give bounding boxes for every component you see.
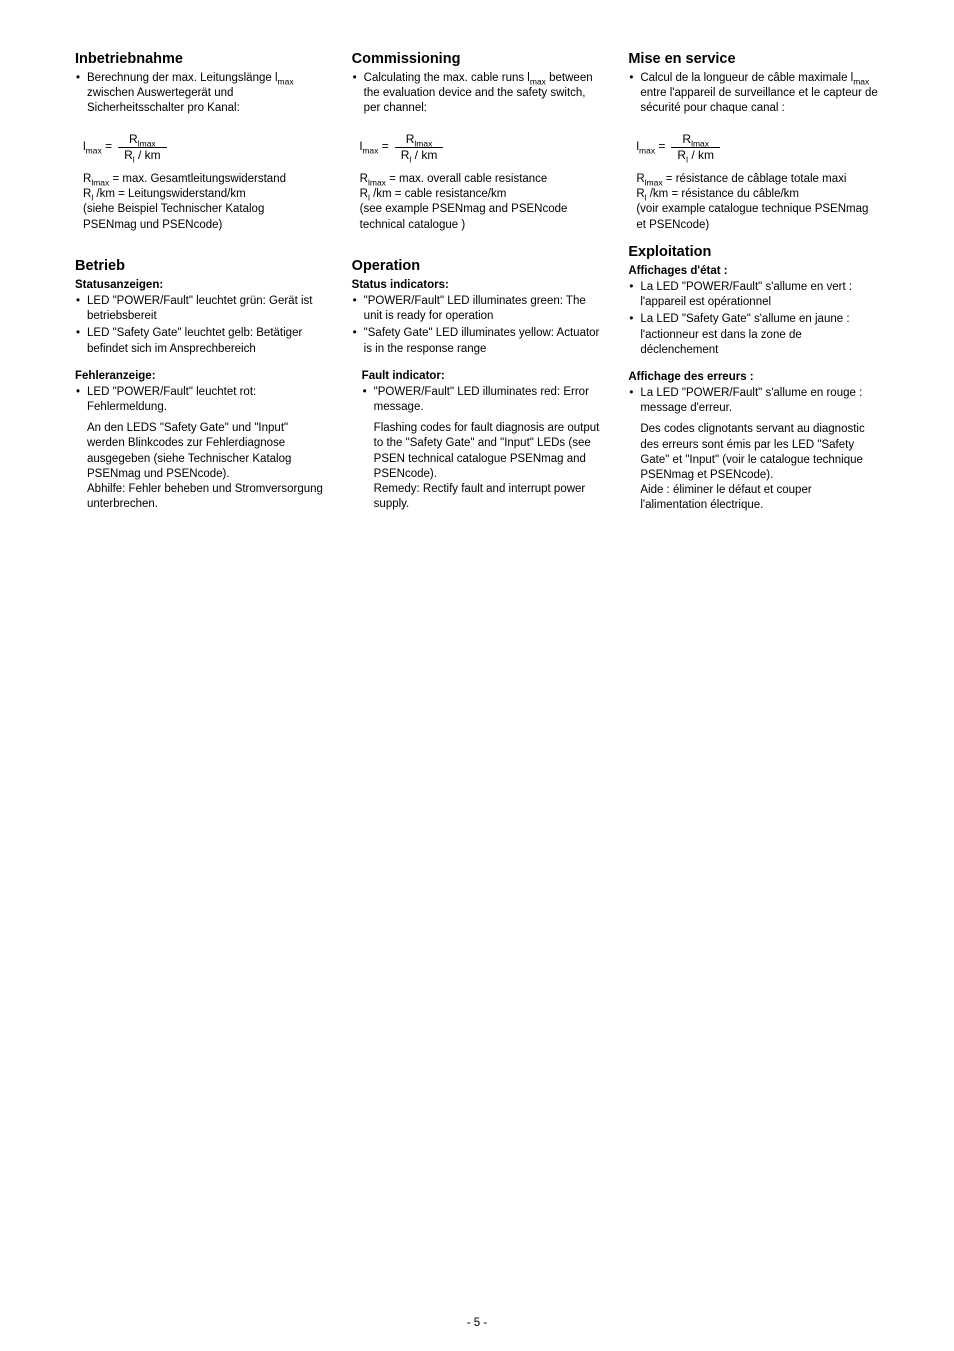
list-item: Calcul de la longueur de câble maximale …: [628, 71, 879, 117]
definitions-de: Rlmax = max. Gesamtleitungswiderstand Rl…: [83, 172, 318, 233]
column-french: Mise en service Calcul de la longueur de…: [628, 50, 879, 513]
list-status-de: LED "POWER/Fault" leuchtet grün: Gerät i…: [75, 294, 326, 357]
fault-p2: Abhilfe: Fehler beheben und Stromversorg…: [87, 482, 326, 512]
def-r: R: [636, 173, 644, 185]
formula-fr: lmax = Rlmax Rl / km: [628, 123, 879, 170]
def-sub: lmax: [645, 177, 663, 187]
list-status-fr: La LED "POWER/Fault" s'allume en vert : …: [628, 280, 879, 358]
def-r: R: [360, 188, 368, 200]
column-english: Commissioning Calculating the max. cable…: [352, 50, 603, 513]
f-sub: max: [639, 146, 655, 156]
list-item: Berechnung der max. Leitungslänge lmax z…: [75, 71, 326, 117]
fault-detail-fr: Des codes clignotants servant au diagnos…: [628, 422, 879, 513]
list-fault-de: LED "POWER/Fault" leuchtet rot: Fehlerme…: [75, 385, 326, 415]
list-item: "Safety Gate" LED illuminates yellow: Ac…: [352, 326, 603, 356]
f-sub: max: [86, 146, 102, 156]
subscript: max: [530, 76, 546, 86]
subheading-fault-de: Fehleranzeige:: [75, 369, 326, 384]
subscript: max: [278, 76, 294, 86]
page: Inbetriebnahme Berechnung der max. Leitu…: [0, 0, 954, 1351]
f-den-rest: / km: [411, 148, 437, 162]
heading-inbetriebnahme: Inbetriebnahme: [75, 50, 326, 69]
def-sub: lmax: [368, 177, 386, 187]
list-item: LED "POWER/Fault" leuchtet rot: Fehlerme…: [75, 385, 326, 415]
f-den-rest: / km: [135, 148, 161, 162]
list-item: LED "POWER/Fault" leuchtet grün: Gerät i…: [75, 294, 326, 324]
def-rest: /km = Leitungswiderstand/km: [93, 188, 245, 200]
heading-operation: Operation: [352, 257, 603, 276]
subheading-fault-fr: Affichage des erreurs :: [628, 370, 879, 385]
bullet-text: Calculating the max. cable runs l: [364, 72, 530, 84]
heading-exploitation: Exploitation: [628, 243, 879, 262]
f-den-r: R: [677, 148, 686, 162]
fault-p1: An den LEDS "Safety Gate" und "Input" we…: [87, 421, 326, 482]
bullet-text-cont: entre l'appareil de surveillance et le c…: [640, 87, 877, 114]
subheading-status-de: Statusanzeigen:: [75, 278, 326, 293]
subheading-status-en: Status indicators:: [352, 278, 603, 293]
def-r: R: [360, 173, 368, 185]
fault-section-en: Fault indicator: "POWER/Fault" LED illum…: [352, 369, 603, 513]
def-note: (siehe Beispiel Technischer Katalog PSEN…: [83, 202, 318, 232]
page-number: - 5 -: [0, 1317, 954, 1329]
formula-en: lmax = Rlmax Rl / km: [352, 123, 603, 170]
def-rest: /km = résistance du câble/km: [647, 188, 799, 200]
subheading-status-fr: Affichages d'état :: [628, 264, 879, 279]
f-den-r: R: [124, 148, 133, 162]
list-item: La LED "POWER/Fault" s'allume en rouge :…: [628, 386, 879, 416]
columns-container: Inbetriebnahme Berechnung der max. Leitu…: [75, 50, 879, 513]
def-r: R: [636, 188, 644, 200]
list-item: "POWER/Fault" LED illuminates green: The…: [352, 294, 603, 324]
list-cable-calc-fr: Calcul de la longueur de câble maximale …: [628, 71, 879, 117]
bullet-text-cont: zwischen Auswertegerät und Sicherheitssc…: [87, 87, 240, 114]
list-cable-calc-de: Berechnung der max. Leitungslänge lmax z…: [75, 71, 326, 117]
fault-p1: Flashing codes for fault diagnosis are o…: [374, 421, 603, 482]
list-item: LED "Safety Gate" leuchtet gelb: Betätig…: [75, 326, 326, 356]
list-fault-en: "POWER/Fault" LED illuminates red: Error…: [362, 385, 603, 415]
bullet-text: Calcul de la longueur de câble maximale …: [640, 72, 853, 84]
f-eq: =: [655, 139, 665, 153]
fault-detail-de: An den LEDS "Safety Gate" und "Input" we…: [75, 421, 326, 512]
bullet-text: Berechnung der max. Leitungslänge l: [87, 72, 278, 84]
def-rest: /km = cable resistance/km: [370, 188, 506, 200]
def-note: (see example PSENmag and PSENcode techni…: [360, 202, 595, 232]
f-eq: =: [102, 139, 112, 153]
f-num-r: R: [682, 132, 691, 146]
def-rest: = max. overall cable resistance: [386, 173, 547, 185]
formula-de: lmax = Rlmax Rl / km: [75, 123, 326, 170]
list-status-en: "POWER/Fault" LED illuminates green: The…: [352, 294, 603, 357]
subheading-fault-en: Fault indicator:: [362, 369, 603, 384]
heading-mise-en-service: Mise en service: [628, 50, 879, 69]
list-item: La LED "POWER/Fault" s'allume en vert : …: [628, 280, 879, 310]
f-num-r: R: [129, 132, 138, 146]
f-den-rest: / km: [688, 148, 714, 162]
list-item: Calculating the max. cable runs lmax bet…: [352, 71, 603, 117]
fault-p2: Aide : éliminer le défaut et couper l'al…: [640, 483, 879, 513]
fault-p2: Remedy: Rectify fault and interrupt powe…: [374, 482, 603, 512]
heading-betrieb: Betrieb: [75, 257, 326, 276]
def-rest: = max. Gesamtleitungswiderstand: [109, 173, 286, 185]
column-german: Inbetriebnahme Berechnung der max. Leitu…: [75, 50, 326, 513]
f-eq: =: [378, 139, 388, 153]
def-rest: = résistance de câblage totale maxi: [663, 173, 847, 185]
definitions-fr: Rlmax = résistance de câblage totale max…: [636, 172, 871, 233]
def-sub: lmax: [91, 177, 109, 187]
f-sub: max: [362, 146, 378, 156]
list-cable-calc-en: Calculating the max. cable runs lmax bet…: [352, 71, 603, 117]
fault-p1: Des codes clignotants servant au diagnos…: [640, 422, 879, 483]
def-note: (voir example catalogue technique PSENma…: [636, 202, 871, 232]
list-item: La LED "Safety Gate" s'allume en jaune :…: [628, 312, 879, 358]
list-fault-fr: La LED "POWER/Fault" s'allume en rouge :…: [628, 386, 879, 416]
fault-detail-en: Flashing codes for fault diagnosis are o…: [362, 421, 603, 512]
definitions-en: Rlmax = max. overall cable resistance Rl…: [360, 172, 595, 233]
list-item: "POWER/Fault" LED illuminates red: Error…: [362, 385, 603, 415]
heading-commissioning: Commissioning: [352, 50, 603, 69]
subscript: max: [853, 76, 869, 86]
